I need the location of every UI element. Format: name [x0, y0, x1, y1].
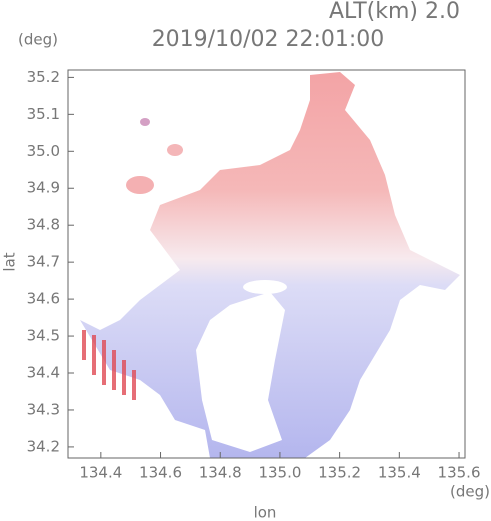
y-tick-label: 34.7	[27, 253, 60, 271]
y-tick-label: 35.2	[27, 68, 60, 86]
y-tick-label: 34.6	[27, 290, 60, 308]
x-tick-label: 135.6	[438, 464, 481, 482]
y-unit: (deg)	[18, 31, 58, 49]
y-tick-label: 34.4	[27, 364, 60, 382]
y-tick-label: 34.8	[27, 216, 60, 234]
x-tick-label: 134.6	[139, 464, 182, 482]
x-tick-label: 135.4	[378, 464, 421, 482]
x-tick-label: 134.8	[199, 464, 242, 482]
chart-title: 2019/10/02 22:01:00	[152, 27, 385, 52]
y-tick-label: 34.3	[27, 400, 60, 418]
x-tick-label: 135.2	[318, 464, 361, 482]
x-tick-label: 134.4	[79, 464, 122, 482]
x-axis-label: lon	[254, 504, 277, 521]
x-tick-label: 135.0	[258, 464, 301, 482]
y-axis-label: lat	[1, 252, 19, 271]
plot-frame	[67, 69, 466, 459]
y-tick-label: 34.9	[27, 179, 60, 197]
altitude: ALT(km) 2.0	[329, 0, 460, 24]
echo-field	[80, 72, 460, 458]
y-tick-label: 35.1	[27, 105, 60, 123]
x-unit: (deg)	[450, 483, 490, 501]
y-tick-label: 34.5	[27, 327, 60, 345]
y-tick-label: 34.2	[27, 437, 60, 455]
y-tick-label: 35.0	[27, 142, 60, 160]
